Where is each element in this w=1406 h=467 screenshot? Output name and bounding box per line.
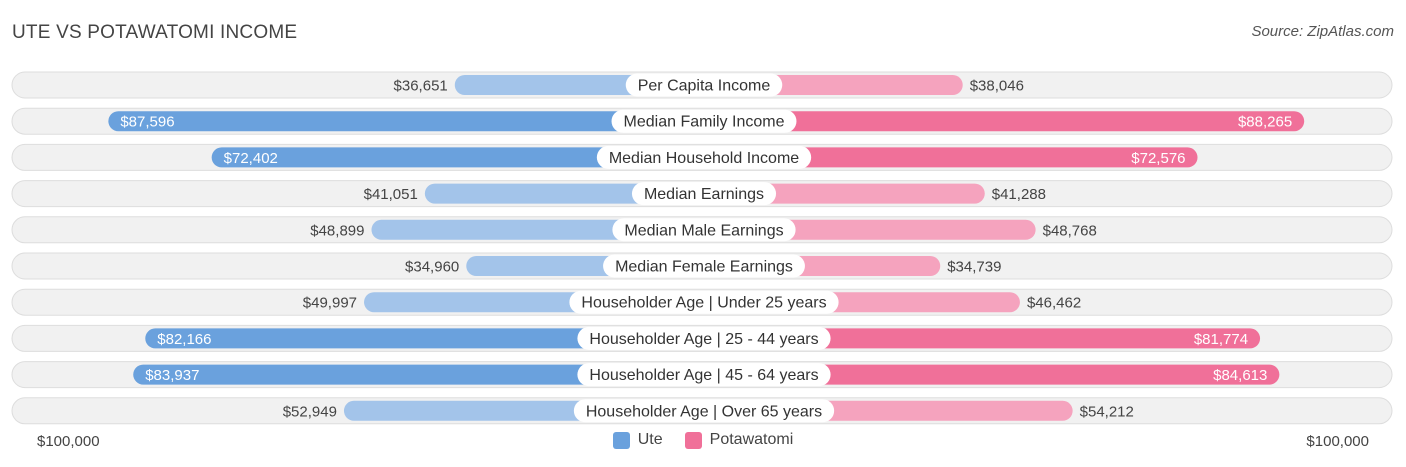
- value-label-ute-householder-age-over-65-years: $52,949: [283, 403, 337, 420]
- category-pill-householder-age-45-64-years: [577, 363, 831, 387]
- value-label-potawatomi-median-family-income: $88,265: [1238, 114, 1292, 131]
- value-label-ute-median-family-income: $87,596: [120, 114, 174, 131]
- category-label-householder-age-under-25-years: Householder Age | Under 25 years: [581, 295, 826, 312]
- category-pill-median-family-income: [611, 109, 797, 133]
- value-label-ute-median-male-earnings: $48,899: [310, 222, 364, 239]
- value-label-potawatomi-householder-age-over-65-years: $54,212: [1080, 403, 1134, 420]
- axis-left-label: $100,000: [37, 433, 100, 450]
- bar-ute-householder-age-45-64-years: [133, 364, 704, 385]
- value-label-potawatomi-median-earnings: $41,288: [992, 186, 1046, 203]
- legend-item-potawatomi: Potawatomi: [684, 431, 794, 449]
- legend-label-ute: Ute: [637, 431, 663, 448]
- legend-item-ute: Ute: [612, 431, 663, 449]
- bar-potawatomi-median-family-income: [704, 111, 1305, 132]
- bar-ute-median-family-income: [108, 111, 705, 132]
- category-label-median-female-earnings: Median Female Earnings: [615, 259, 793, 276]
- value-label-ute-householder-age-45-64-years: $83,937: [145, 367, 199, 384]
- value-label-potawatomi-median-female-earnings: $34,739: [947, 259, 1001, 276]
- category-pill-householder-age-over-65-years: [573, 399, 835, 423]
- value-label-potawatomi-householder-age-under-25-years: $46,462: [1027, 295, 1081, 312]
- value-label-potawatomi-per-capita-income: $38,046: [970, 78, 1024, 95]
- bar-ute-householder-age-25-44-years: [145, 328, 705, 349]
- value-label-ute-median-household-income: $72,402: [224, 150, 278, 167]
- value-label-ute-per-capita-income: $36,651: [394, 78, 448, 95]
- source-note: Source: ZipAtlas.com: [1251, 23, 1394, 40]
- category-pill-per-capita-income: [625, 73, 783, 97]
- category-label-median-earnings: Median Earnings: [644, 186, 764, 203]
- category-label-householder-age-25-44-years: Householder Age | 25 - 44 years: [589, 331, 818, 348]
- bar-potawatomi-householder-age-25-44-years: [704, 328, 1261, 349]
- value-label-potawatomi-median-male-earnings: $48,768: [1043, 222, 1097, 239]
- category-label-per-capita-income: Per Capita Income: [638, 78, 771, 95]
- category-pill-median-female-earnings: [603, 254, 805, 278]
- value-label-ute-median-earnings: $41,051: [364, 186, 418, 203]
- category-label-median-household-income: Median Household Income: [609, 150, 799, 167]
- category-label-median-male-earnings: Median Male Earnings: [624, 222, 783, 239]
- value-label-ute-householder-age-under-25-years: $49,997: [303, 295, 357, 312]
- legend-swatch-potawatomi: [684, 431, 702, 449]
- legend: Ute Potawatomi: [0, 431, 1406, 449]
- category-pill-median-male-earnings: [612, 218, 796, 242]
- chart-title: UTE VS POTAWATOMI INCOME: [12, 22, 298, 43]
- category-pill-householder-age-under-25-years: [569, 290, 839, 314]
- category-label-householder-age-over-65-years: Householder Age | Over 65 years: [586, 403, 822, 420]
- category-pill-median-earnings: [631, 182, 777, 206]
- value-label-potawatomi-median-household-income: $72,576: [1131, 150, 1185, 167]
- value-label-potawatomi-householder-age-45-64-years: $84,613: [1213, 367, 1267, 384]
- value-label-ute-median-female-earnings: $34,960: [405, 259, 459, 276]
- bar-ute-median-household-income: [211, 147, 705, 168]
- category-label-median-family-income: Median Family Income: [624, 114, 785, 131]
- bar-potawatomi-median-household-income: [704, 147, 1198, 168]
- legend-swatch-ute: [612, 431, 630, 449]
- axis-right-label: $100,000: [1306, 433, 1369, 450]
- legend-label-potawatomi: Potawatomi: [709, 431, 794, 448]
- bar-potawatomi-householder-age-45-64-years: [704, 364, 1280, 385]
- category-pill-householder-age-25-44-years: [577, 326, 831, 350]
- category-label-householder-age-45-64-years: Householder Age | 45 - 64 years: [589, 367, 818, 384]
- category-pill-median-household-income: [596, 145, 812, 169]
- value-label-ute-householder-age-25-44-years: $82,166: [157, 331, 211, 348]
- value-label-potawatomi-householder-age-25-44-years: $81,774: [1194, 331, 1248, 348]
